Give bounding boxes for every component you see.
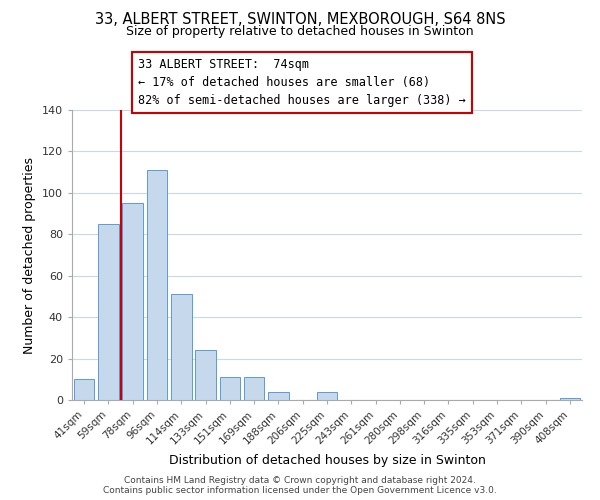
Bar (98, 224, 119, 400)
Bar (122, 203, 143, 400)
Text: Contains HM Land Registry data © Crown copyright and database right 2024.: Contains HM Land Registry data © Crown c… (124, 476, 476, 485)
Bar (317, 392, 337, 400)
Bar (146, 170, 167, 400)
Bar (195, 350, 216, 400)
Y-axis label: Number of detached properties: Number of detached properties (23, 156, 36, 354)
Text: Contains public sector information licensed under the Open Government Licence v3: Contains public sector information licen… (103, 486, 497, 495)
Bar (560, 398, 580, 400)
Text: 33 ALBERT STREET:  74sqm
← 17% of detached houses are smaller (68)
82% of semi-d: 33 ALBERT STREET: 74sqm ← 17% of detache… (139, 58, 466, 107)
Bar (220, 377, 240, 400)
X-axis label: Distribution of detached houses by size in Swinton: Distribution of detached houses by size … (169, 454, 485, 467)
Bar (268, 392, 289, 400)
Bar (171, 294, 191, 400)
Bar (74, 380, 94, 400)
Bar (244, 377, 265, 400)
Text: 33, ALBERT STREET, SWINTON, MEXBOROUGH, S64 8NS: 33, ALBERT STREET, SWINTON, MEXBOROUGH, … (95, 12, 505, 28)
Text: Size of property relative to detached houses in Swinton: Size of property relative to detached ho… (126, 25, 474, 38)
